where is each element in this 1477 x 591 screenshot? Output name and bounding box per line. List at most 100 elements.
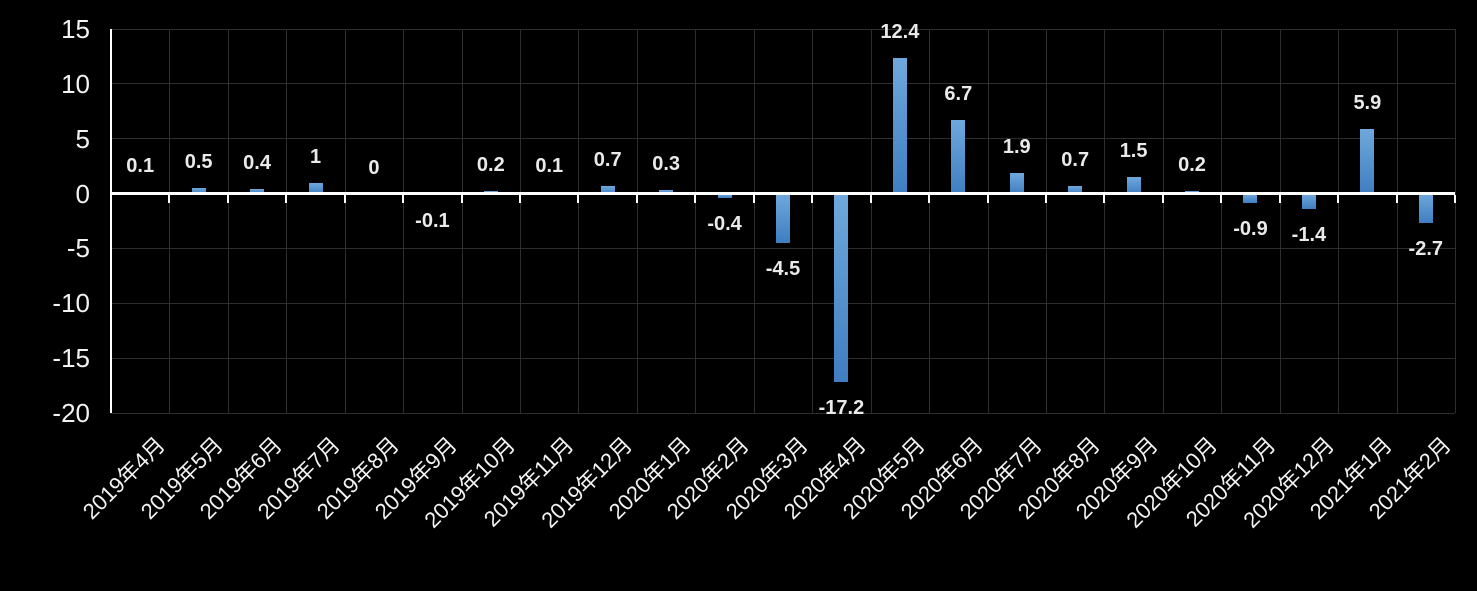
bar [1360, 128, 1375, 194]
x-axis-tick [226, 195, 229, 204]
y-axis-tick-label: -5 [66, 233, 90, 264]
gridline-vertical [578, 29, 580, 413]
x-axis-tick [1395, 195, 1398, 204]
data-label: 0.3 [652, 153, 681, 176]
x-axis-tick [1278, 195, 1281, 204]
y-axis-tick-label: -10 [52, 288, 90, 319]
data-label: 0.7 [1061, 148, 1090, 171]
x-axis-tick [1161, 195, 1164, 204]
data-label: 0.1 [535, 155, 564, 178]
y-axis-tick-label: 5 [75, 123, 90, 154]
gridline-horizontal [111, 247, 1455, 249]
x-axis-tick [928, 195, 931, 204]
x-axis-tick [694, 195, 697, 204]
gridline-vertical [520, 29, 522, 413]
data-label: 0.1 [126, 155, 155, 178]
bar [717, 193, 732, 198]
gridline-vertical [929, 29, 931, 413]
bar [1243, 193, 1258, 204]
gridline-vertical [461, 29, 463, 413]
gridline-horizontal [111, 138, 1455, 140]
x-axis-tick [168, 195, 171, 204]
data-label: 5.9 [1353, 91, 1382, 114]
bar [951, 120, 966, 194]
data-label: 0.5 [184, 151, 213, 174]
gridline-vertical [812, 29, 814, 413]
gridline-vertical [636, 29, 638, 413]
y-axis-line [110, 29, 112, 413]
x-axis-tick [402, 195, 405, 204]
y-axis-tick-label: -20 [52, 398, 90, 428]
bar [191, 188, 206, 194]
gridline-vertical [227, 29, 229, 413]
data-label: -1.4 [1291, 223, 1327, 246]
gridline-horizontal [111, 302, 1455, 304]
bar [1009, 172, 1024, 194]
x-axis-tick [752, 195, 755, 204]
gridline-vertical [403, 29, 405, 413]
gridline-vertical [1045, 29, 1047, 413]
x-axis-tick [343, 195, 346, 204]
x-axis-tick [285, 195, 288, 204]
x-axis-tick [110, 195, 112, 204]
x-axis-tick [1454, 195, 1456, 204]
gridline-vertical [1162, 29, 1164, 413]
data-label: -4.5 [765, 257, 801, 280]
gridline-vertical [1104, 29, 1106, 413]
data-label: 0 [368, 156, 380, 179]
x-axis-tick [869, 195, 872, 204]
data-label: 1.5 [1119, 140, 1148, 163]
x-axis-tick [1044, 195, 1047, 204]
x-axis-line [111, 192, 1455, 196]
data-label: -17.2 [818, 397, 865, 420]
bar [1301, 193, 1316, 209]
data-label: -0.1 [415, 209, 450, 232]
gridline-vertical [1455, 29, 1456, 413]
data-label: 0.4 [243, 152, 271, 175]
x-axis-tick [577, 195, 580, 204]
data-label: 1 [309, 145, 322, 168]
gridline-horizontal [111, 83, 1455, 85]
y-axis-tick-label: 15 [61, 14, 90, 44]
bar [834, 193, 849, 383]
gridline-vertical [753, 29, 755, 413]
data-label: 12.4 [880, 20, 920, 43]
y-axis-tick-label: 10 [61, 68, 90, 99]
bar [1418, 193, 1433, 224]
gridline-horizontal [111, 28, 1455, 30]
x-axis-tick [1337, 195, 1340, 204]
bar [308, 182, 323, 194]
data-label: 0.7 [593, 148, 622, 171]
bar [250, 189, 265, 194]
data-label: -2.7 [1408, 238, 1444, 261]
bar [892, 57, 907, 194]
data-label: 0.2 [1178, 154, 1206, 177]
x-axis-tick [1103, 195, 1106, 204]
x-axis-tick [460, 195, 463, 204]
data-label: 0.2 [476, 154, 505, 177]
gridline-vertical [1221, 29, 1223, 413]
data-label: -0.4 [707, 212, 742, 235]
x-axis-tick [1220, 195, 1223, 204]
bar [1126, 177, 1141, 194]
gridline-vertical [1338, 29, 1340, 413]
gridline-vertical [286, 29, 288, 413]
y-axis-tick-label: -15 [52, 343, 90, 374]
x-axis-tick [519, 195, 522, 204]
gridline-vertical [169, 29, 171, 413]
gridline-vertical [870, 29, 872, 413]
bar [659, 190, 674, 194]
gridline-vertical [987, 29, 989, 413]
x-axis-tick [811, 195, 814, 204]
gridline-vertical [1396, 29, 1398, 413]
bar [1068, 185, 1083, 194]
data-label: 1.9 [1002, 135, 1031, 158]
data-label: 6.7 [944, 83, 973, 106]
x-axis-tick [986, 195, 989, 204]
bar [600, 185, 615, 194]
bar [776, 193, 790, 243]
gridline-vertical [1279, 29, 1281, 413]
gridline-vertical [695, 29, 697, 413]
y-axis-tick-label: 0 [75, 178, 90, 209]
